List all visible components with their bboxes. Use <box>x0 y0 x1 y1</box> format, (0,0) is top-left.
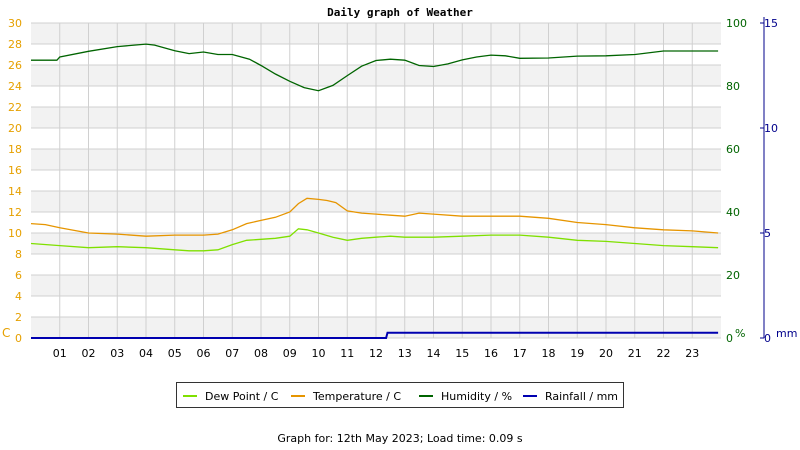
legend-item-temperature: Temperature / C <box>291 388 401 404</box>
left-axis-tick-label: 0 <box>15 332 22 345</box>
x-axis-tick-label: 15 <box>455 347 469 360</box>
left-axis-tick-label: 4 <box>15 290 22 303</box>
humidity-axis-tick-label: 80 <box>726 80 740 93</box>
x-axis-tick-label: 10 <box>312 347 326 360</box>
left-axis-unit-label: C <box>2 326 10 340</box>
humidity-axis-tick-label: 0 <box>726 332 733 345</box>
left-axis-tick-label: 16 <box>8 164 22 177</box>
humidity-axis-tick-label: 100 <box>726 17 747 30</box>
left-axis-tick-label: 26 <box>8 59 22 72</box>
x-axis-tick-label: 04 <box>139 347 153 360</box>
x-axis-tick-label: 21 <box>628 347 642 360</box>
x-axis-tick-label: 07 <box>225 347 239 360</box>
left-axis-tick-label: 8 <box>15 248 22 261</box>
legend-label-rainfall: Rainfall / mm <box>545 389 619 403</box>
x-axis-tick-label: 14 <box>427 347 441 360</box>
left-axis-tick-label: 30 <box>8 17 22 30</box>
left-axis-tick-label: 12 <box>8 206 22 219</box>
humidity-line <box>31 43 719 92</box>
x-axis-tick-label: 11 <box>340 347 354 360</box>
rain-axis-unit-label: mm <box>776 327 797 340</box>
x-axis-tick-label: 20 <box>599 347 613 360</box>
legend-item-dew-point: Dew Point / C <box>183 388 278 404</box>
x-axis-tick-label: 06 <box>197 347 211 360</box>
left-axis-tick-label: 6 <box>15 269 22 282</box>
left-axis-tick-label: 20 <box>8 122 22 135</box>
legend: Dew Point / C Temperature / C Humidity /… <box>176 382 624 408</box>
temperature-line <box>30 197 719 237</box>
x-axis-tick-label: 09 <box>283 347 297 360</box>
grid-lines <box>31 22 721 339</box>
x-axis-tick-label: 16 <box>484 347 498 360</box>
humidity-axis-tick-label: 40 <box>726 206 740 219</box>
x-axis-tick-label: 17 <box>513 347 527 360</box>
footer-text: Graph for: 12th May 2023; Load time: 0.0… <box>277 432 523 445</box>
legend-swatch-temperature <box>291 395 305 397</box>
series-lines <box>30 43 719 339</box>
rain-axis-tick-label: 10 <box>764 122 778 135</box>
chart-title: Daily graph of Weather <box>327 6 473 19</box>
x-axis-tick-label: 13 <box>398 347 412 360</box>
left-axis-tick-label: 10 <box>8 227 22 240</box>
left-axis-tick-label: 22 <box>8 101 22 114</box>
x-axis-tick-label: 08 <box>254 347 268 360</box>
dew-point-line <box>30 228 719 252</box>
rain-axis-tick-label: 0 <box>764 332 771 345</box>
humidity-axis-unit-label: % <box>735 327 745 340</box>
x-axis-tick-label: 03 <box>110 347 124 360</box>
legend-swatch-dew-point <box>183 395 197 397</box>
left-axis-tick-label: 2 <box>15 311 22 324</box>
rain-axis-tick-label: 15 <box>764 17 778 30</box>
legend-item-humidity: Humidity / % <box>419 388 512 404</box>
x-axis-tick-label: 18 <box>542 347 556 360</box>
legend-label-temperature: Temperature / C <box>313 389 402 403</box>
x-axis-tick-label: 05 <box>168 347 182 360</box>
x-axis-tick-label: 02 <box>82 347 96 360</box>
axes <box>760 17 765 339</box>
rain-axis-tick-label: 5 <box>764 227 771 240</box>
x-axis-tick-label: 12 <box>369 347 383 360</box>
legend-label-humidity: Humidity / % <box>441 389 513 403</box>
rainfall-line <box>31 331 719 339</box>
humidity-axis-tick-label: 20 <box>726 269 740 282</box>
left-axis-tick-label: 14 <box>8 185 22 198</box>
x-axis-tick-label: 23 <box>685 347 699 360</box>
humidity-axis-tick-label: 60 <box>726 143 740 156</box>
left-axis-tick-label: 24 <box>8 80 22 93</box>
legend-label-dew-point: Dew Point / C <box>205 389 279 403</box>
x-axis-tick-label: 22 <box>657 347 671 360</box>
legend-swatch-rainfall <box>523 395 537 397</box>
legend-swatch-humidity <box>419 395 433 397</box>
legend-item-rainfall: Rainfall / mm <box>523 388 618 404</box>
left-axis-tick-label: 28 <box>8 38 22 51</box>
left-axis-tick-label: 18 <box>8 143 22 156</box>
x-axis-tick-label: 19 <box>570 347 584 360</box>
x-axis-tick-label: 01 <box>53 347 67 360</box>
